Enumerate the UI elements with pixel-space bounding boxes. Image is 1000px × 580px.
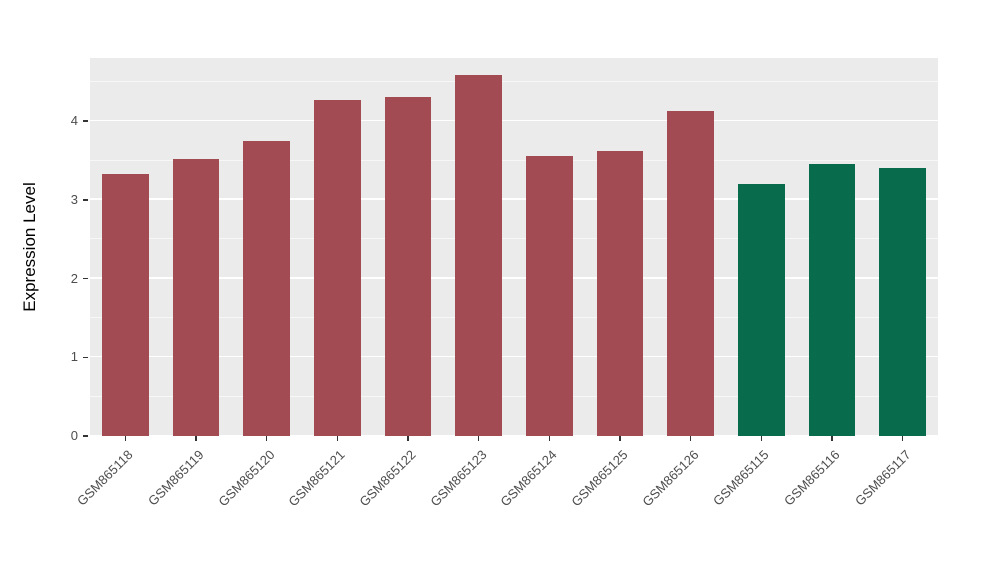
bar	[738, 184, 785, 436]
bar	[596, 150, 644, 436]
gridline-minor	[90, 317, 938, 318]
x-tick-mark	[689, 436, 692, 441]
x-tick-mark	[407, 436, 409, 441]
gridline-minor	[90, 395, 938, 397]
y-tick-label: 2	[70, 270, 78, 286]
y-tick-label: 3	[70, 191, 78, 207]
y-axis-title: Expression Level	[20, 182, 39, 312]
bar	[314, 99, 361, 436]
gridline-major	[90, 434, 938, 436]
gridline-major	[90, 198, 938, 200]
gridline-major	[90, 355, 938, 358]
x-tick-mark	[831, 436, 833, 441]
y-tick-mark	[83, 356, 88, 358]
x-tick-mark	[195, 436, 197, 441]
chart-panel	[90, 58, 938, 436]
bar	[172, 158, 220, 436]
bar	[879, 168, 926, 436]
x-tick-mark	[901, 436, 904, 441]
gridline-minor	[90, 159, 938, 161]
y-tick-label: 0	[70, 428, 78, 443]
x-tick-mark	[548, 436, 551, 441]
x-tick-mark	[265, 436, 268, 441]
gridline-major	[90, 119, 938, 121]
x-tick-mark	[477, 436, 480, 441]
gridline-major	[90, 277, 938, 279]
y-tick-label: 4	[70, 113, 78, 128]
y-tick-mark	[83, 120, 88, 122]
y-tick-mark	[83, 277, 88, 280]
y-tick-label: 1	[70, 349, 78, 365]
bar	[667, 110, 714, 436]
x-tick-mark	[619, 436, 621, 441]
x-tick-mark	[336, 436, 339, 441]
x-tick-mark	[124, 436, 127, 441]
gridline-minor	[90, 80, 938, 82]
bar	[243, 140, 290, 436]
bar	[102, 173, 149, 436]
bar	[526, 156, 573, 436]
bar	[808, 164, 856, 436]
gridline-minor	[90, 238, 938, 240]
bar	[455, 75, 502, 436]
y-tick-mark	[83, 435, 88, 437]
y-tick-mark	[83, 199, 88, 201]
x-tick-mark	[760, 436, 763, 441]
bar	[384, 97, 432, 436]
